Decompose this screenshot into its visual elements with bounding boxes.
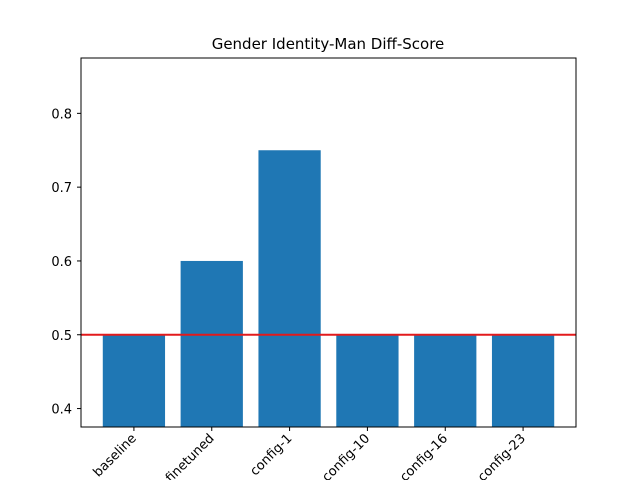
x-tick-label: config-16 xyxy=(397,431,451,480)
y-tick-label: 0.4 xyxy=(51,403,72,418)
y-tick-label: 0.8 xyxy=(51,107,72,122)
x-tick-label: baseline xyxy=(91,431,140,480)
bars-layer xyxy=(102,150,555,427)
y-axis: 0.4 0.5 0.6 0.7 0.8 xyxy=(51,107,81,418)
plot-area-frame xyxy=(80,57,577,428)
chart-title: Gender Identity-Man Diff-Score xyxy=(212,35,445,53)
bar-config-10 xyxy=(336,334,399,427)
bar-config-23 xyxy=(491,334,555,427)
x-axis: baseline finetuned config-1 config-10 config… xyxy=(91,427,529,480)
x-tick-label: config-10 xyxy=(319,431,373,480)
bar-finetuned xyxy=(180,260,243,427)
x-tick-label: config-1 xyxy=(248,431,296,479)
x-tick-label: finetuned xyxy=(163,431,218,480)
y-tick-label: 0.7 xyxy=(51,181,72,196)
bar-config-1 xyxy=(258,150,321,427)
y-tick-label: 0.5 xyxy=(51,329,72,344)
x-tick-label: config-23 xyxy=(475,431,529,480)
y-tick-label: 0.6 xyxy=(51,255,72,270)
bar-config-16 xyxy=(414,334,477,427)
bar-baseline xyxy=(102,334,166,427)
